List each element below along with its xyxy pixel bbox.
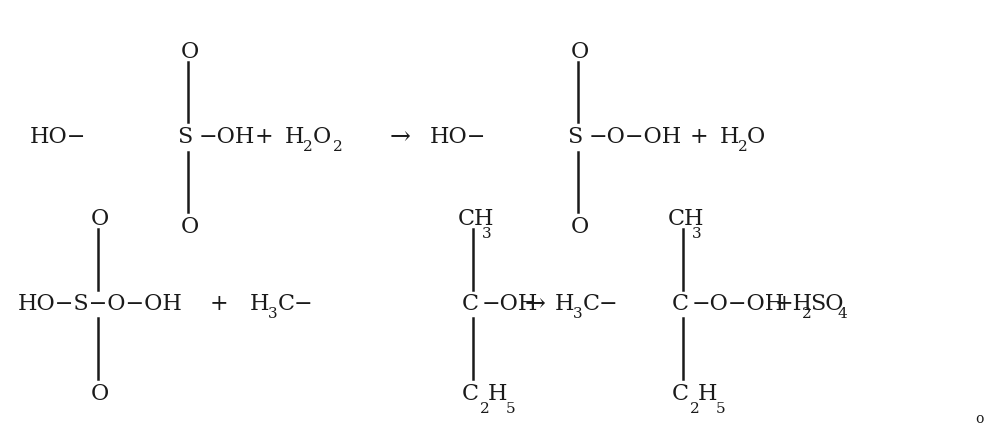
Text: O: O <box>181 41 199 63</box>
Text: HO−S−O−OH: HO−S−O−OH <box>18 293 183 315</box>
Text: 2: 2 <box>333 140 343 154</box>
Text: O: O <box>747 126 765 148</box>
Text: C: C <box>672 293 689 315</box>
Text: S: S <box>177 126 192 148</box>
Text: C: C <box>462 293 479 315</box>
Text: 2: 2 <box>480 402 490 416</box>
Text: 3: 3 <box>268 307 278 321</box>
Text: O: O <box>181 216 199 238</box>
Text: H: H <box>698 383 718 405</box>
Text: C: C <box>672 383 689 405</box>
Text: 3: 3 <box>573 307 583 321</box>
Text: →: → <box>525 292 546 316</box>
Text: S: S <box>567 126 582 148</box>
Text: 3: 3 <box>482 227 492 241</box>
Text: C: C <box>462 383 479 405</box>
Text: O: O <box>91 383 109 405</box>
Text: 2: 2 <box>303 140 313 154</box>
Text: −OH: −OH <box>199 126 255 148</box>
Text: o: o <box>975 412 983 426</box>
Text: →: → <box>390 125 411 149</box>
Text: 3: 3 <box>692 227 702 241</box>
Text: +: + <box>690 126 709 148</box>
Text: H: H <box>488 383 508 405</box>
Text: CH: CH <box>458 208 494 230</box>
Text: −O−OH: −O−OH <box>692 293 785 315</box>
Text: O: O <box>571 41 589 63</box>
Text: H: H <box>250 293 270 315</box>
Text: 2: 2 <box>690 402 700 416</box>
Text: HO−: HO− <box>430 126 486 148</box>
Text: +H: +H <box>775 293 813 315</box>
Text: −OH: −OH <box>482 293 538 315</box>
Text: +: + <box>210 293 229 315</box>
Text: C−: C− <box>583 293 619 315</box>
Text: +: + <box>255 126 274 148</box>
Text: HO−: HO− <box>30 126 86 148</box>
Text: C−: C− <box>278 293 314 315</box>
Text: −O−OH: −O−OH <box>589 126 682 148</box>
Text: 5: 5 <box>506 402 516 416</box>
Text: 5: 5 <box>716 402 726 416</box>
Text: O: O <box>313 126 331 148</box>
Text: H: H <box>555 293 574 315</box>
Text: H: H <box>285 126 304 148</box>
Text: SO: SO <box>810 293 844 315</box>
Text: O: O <box>91 208 109 230</box>
Text: CH: CH <box>668 208 704 230</box>
Text: 2: 2 <box>802 307 812 321</box>
Text: O: O <box>571 216 589 238</box>
Text: 2: 2 <box>738 140 748 154</box>
Text: 4: 4 <box>838 307 848 321</box>
Text: H: H <box>720 126 740 148</box>
